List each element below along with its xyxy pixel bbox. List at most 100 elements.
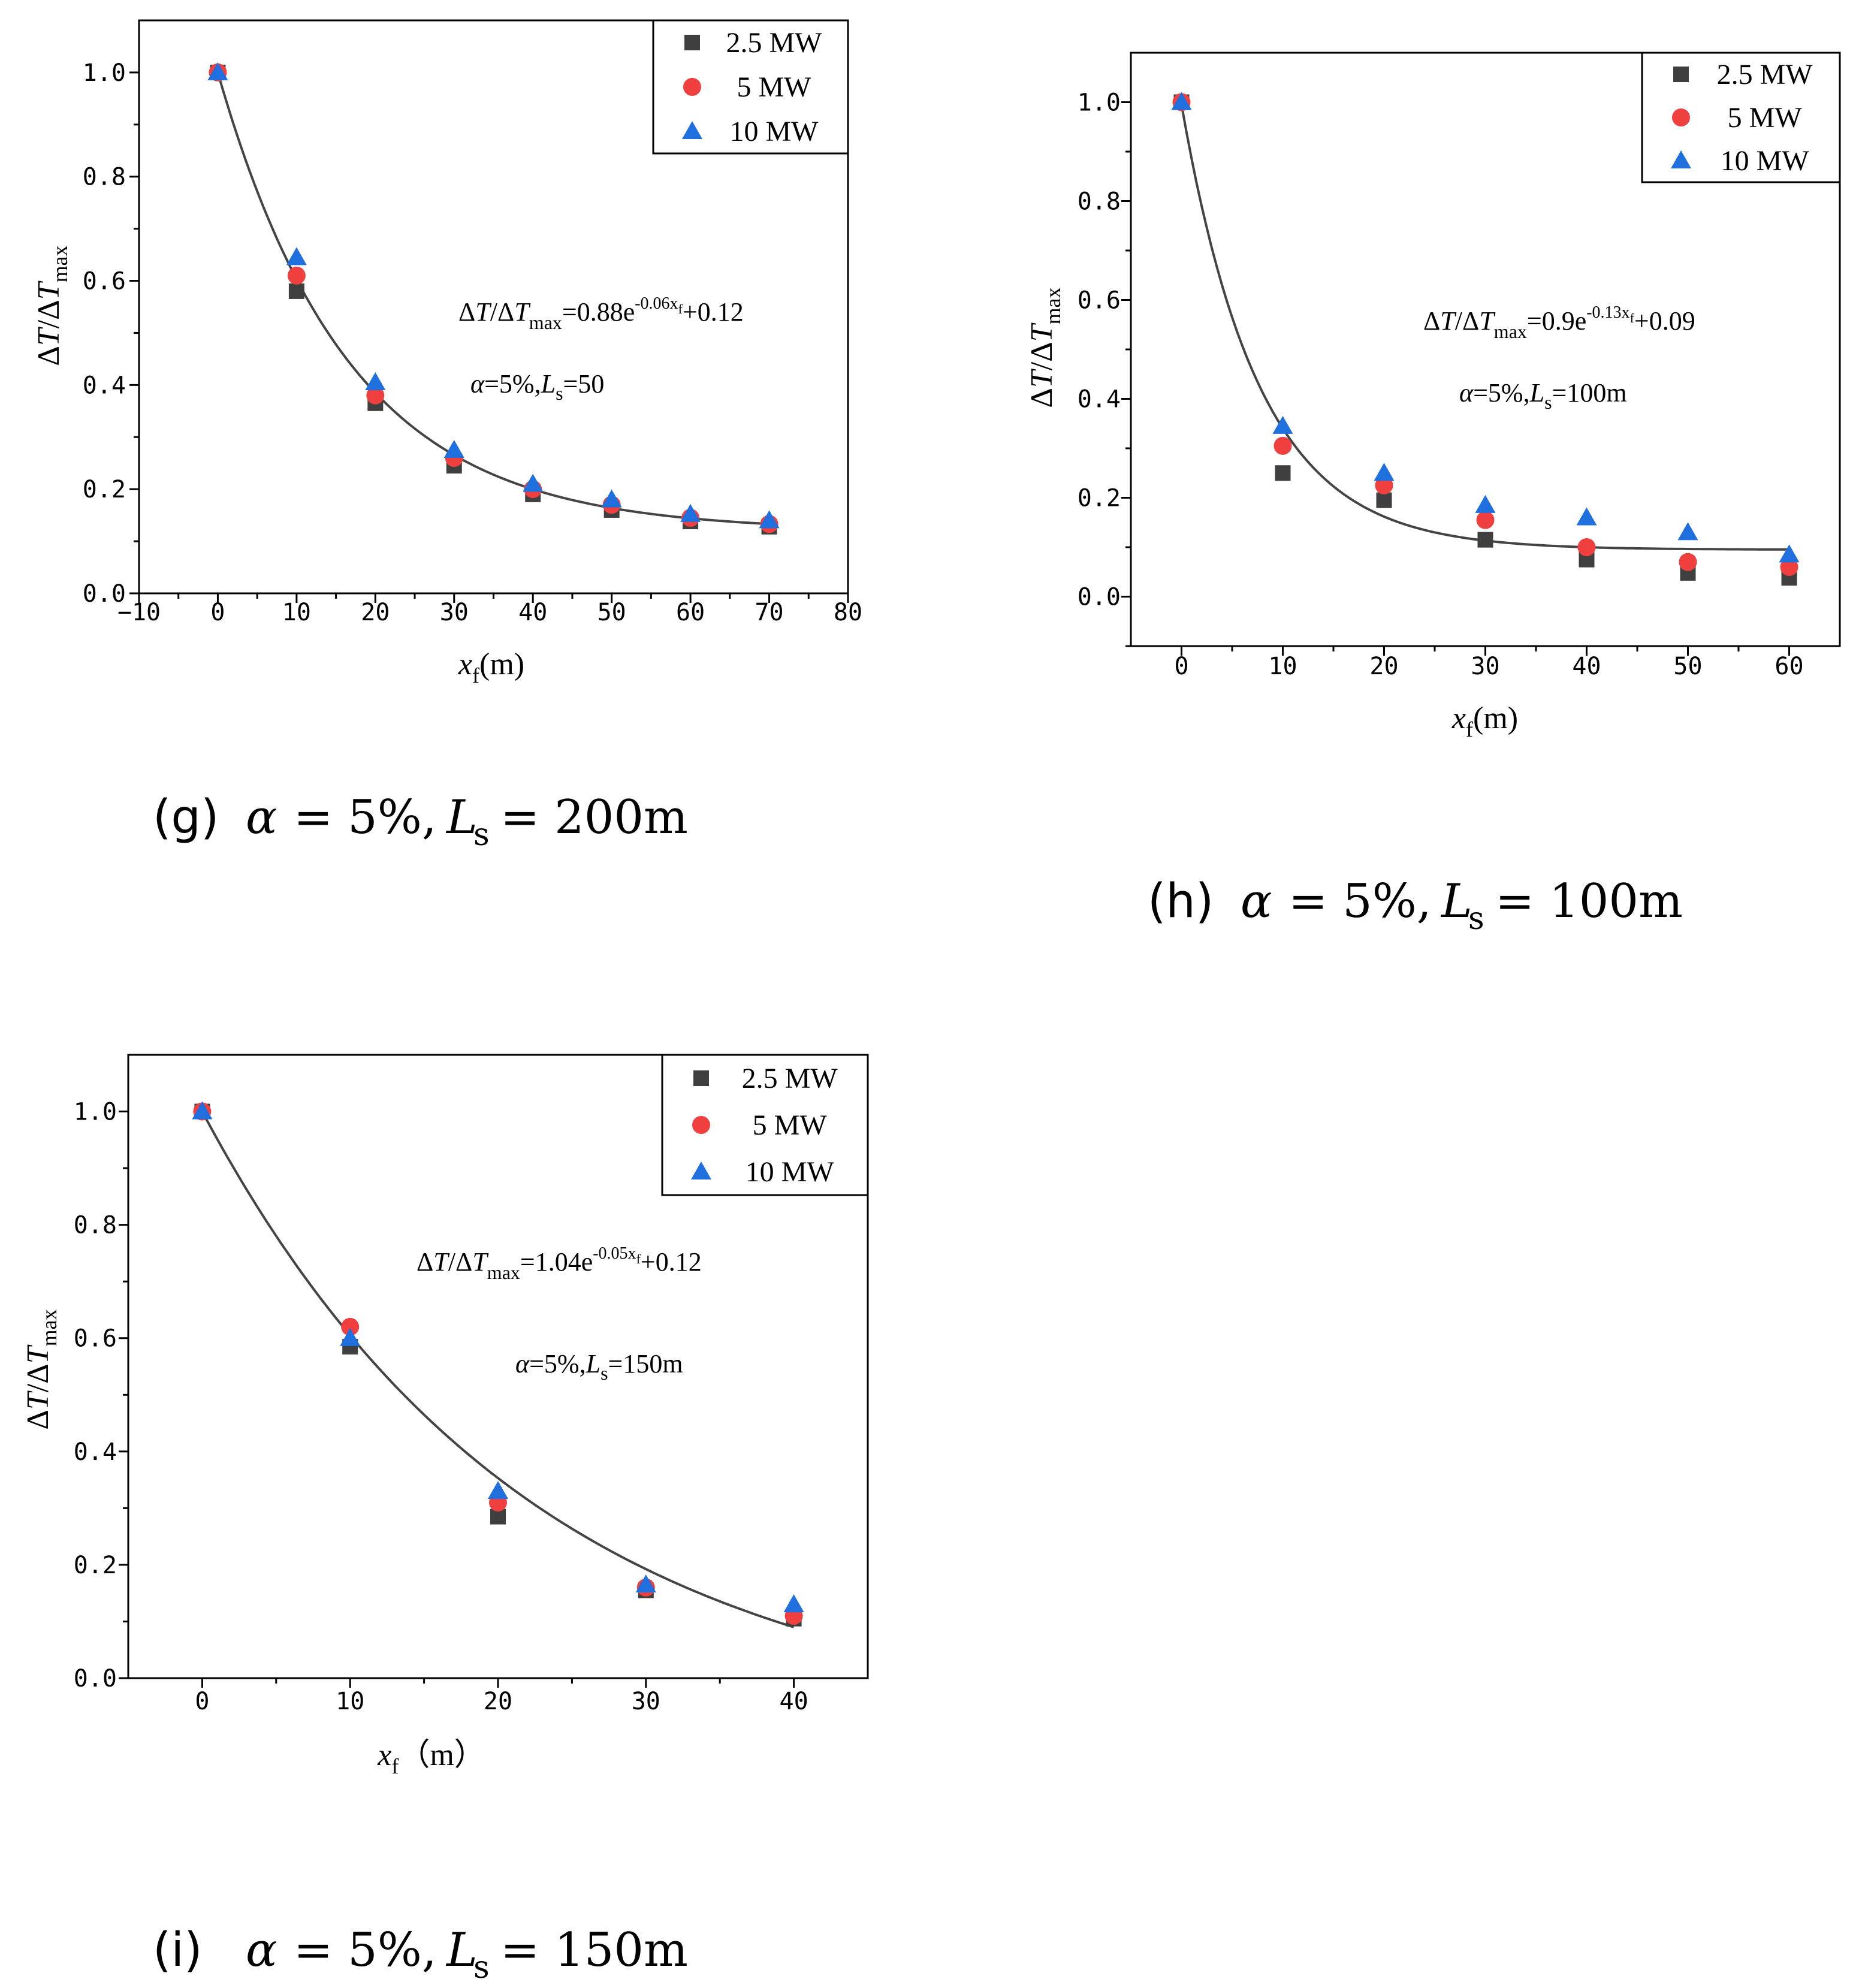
legend-marker-circle [1672,108,1690,126]
x-tick-label: 40 [518,599,547,626]
x-tick-label: 30 [1471,653,1499,680]
data-point-10mw [1475,494,1496,513]
data-point-10mw [286,247,307,266]
y-tick-label: 0.0 [83,580,126,608]
y-tick-label: 0.2 [1078,485,1121,512]
y-tick-label: 0.8 [83,164,126,191]
legend-label: 5 MW [753,1109,828,1141]
data-point-10mw [601,489,622,508]
data-point-10mw [1779,544,1800,563]
data-point-10mw [1374,463,1395,481]
y-axis-label: ΔT/ΔTmax [32,245,72,366]
data-point-2-5mw [1376,492,1392,508]
x-tick-label: 70 [755,599,783,626]
y-tick-label: 0.2 [83,476,126,503]
x-tick-label: 20 [361,599,390,626]
y-tick-label: 0.6 [83,268,126,295]
data-point-5mw [1476,511,1495,529]
data-point-10mw [207,62,228,80]
data-point-10mw [759,510,780,529]
data-point-5mw [341,1317,360,1336]
legend-label: 10 MW [746,1156,835,1188]
y-tick-label: 0.8 [74,1212,117,1239]
data-point-10mw [1677,522,1698,541]
data-point-5mw [1780,558,1798,576]
legend-marker-square [693,1070,709,1086]
y-tick-label: 0.0 [74,1665,117,1693]
caption-h-sub: s [1468,901,1484,937]
y-axis-label: ΔT/ΔTmax [21,1309,61,1429]
x-tick-label: 20 [1369,653,1398,680]
legend-marker-triangle [691,1162,711,1179]
y-tick-label: 1.0 [74,1099,117,1126]
caption-i-eq2: = 150m [500,1923,688,1977]
caption-g-L: L [445,791,478,844]
data-point-10mw [1272,415,1293,434]
legend-label: 2.5 MW [726,27,823,59]
legend-label: 10 MW [1721,145,1810,177]
legend-marker-triangle [1671,150,1691,168]
y-tick-label: 1.0 [83,59,126,87]
x-tick-label: 30 [632,1688,660,1715]
x-axis-label: xf（m） [377,1738,485,1778]
caption-h: (h) α = 5%, L s = 100m [1148,874,1683,937]
x-tick-label: 80 [834,599,862,626]
data-point-10mw [192,1101,213,1120]
chart-panel-i: 0 10 20 30 40 0.0 0.2 0.4 0.6 0.8 1.0 2.5 MW 5 MW 10 … [21,1054,869,1778]
data-point-10mw [635,1574,656,1592]
x-tick-label: 0 [195,1688,209,1715]
caption-h-eq1: = 5%, [1288,874,1432,928]
x-tick-label: 0 [210,599,225,626]
legend-marker-triangle [682,121,702,139]
data-point-10mw [1171,92,1192,110]
data-point-2-5mw [1477,532,1493,548]
fit-curve [201,1111,795,1628]
caption-g-label: (g) [153,791,219,844]
legend-marker-square [1673,67,1689,82]
caption-i-sub: s [473,1950,490,1986]
caption-g-eq1: = 5%, [294,791,437,844]
data-point-5mw [1273,436,1292,455]
x-tick-label: −10 [117,599,161,626]
caption-g-alpha: α [246,791,277,844]
caption-g-eq2: = 200m [500,791,688,844]
data-point-10mw [783,1594,804,1613]
legend-label: 2.5 MW [742,1063,838,1094]
x-tick-label: 10 [336,1688,364,1715]
y-tick-label: 0.4 [1078,386,1121,414]
data-point-10mw [680,503,701,522]
y-tick-label: 0.0 [1078,584,1121,611]
data-point-5mw [1375,476,1393,494]
x-tick-label: 50 [597,599,626,626]
fit-equation: ΔT/ΔTmax=0.9e-0.13xf+0.09 [1423,303,1695,342]
data-point-10mw [1576,507,1597,526]
fit-equation: ΔT/ΔTmax=0.88e-0.06xf+0.12 [458,294,744,333]
x-axis-label: xf(m) [1451,701,1518,741]
y-tick-label: 0.4 [83,372,126,399]
caption-i: (i) α = 5%, L s = 150m [153,1923,688,1986]
legend-label: 5 MW [1728,102,1803,134]
caption-i-label: (i) [153,1923,203,1977]
x-tick-label: 10 [282,599,311,626]
y-tick-label: 1.0 [1078,89,1121,117]
caption-i-alpha: α [246,1923,277,1977]
data-point-10mw [488,1481,508,1499]
caption-h-label: (h) [1148,874,1214,928]
x-tick-label: 40 [780,1688,808,1715]
data-point-5mw [287,266,306,285]
y-tick-label: 0.6 [74,1325,117,1353]
condition-label: α=5%,Ls=50 [470,369,604,404]
data-point-5mw [366,386,385,405]
x-tick-label: 10 [1268,653,1297,680]
caption-i-eq1: = 5%, [294,1923,437,1977]
fit-equation: ΔT/ΔTmax=1.04e-0.05xf+0.12 [417,1244,702,1283]
x-tick-label: 40 [1572,653,1601,680]
x-tick-label: 0 [1174,653,1188,680]
chart-panel-g: −10 0 10 20 30 40 50 60 70 80 0.0 0.2 0.4 0.6 0.8 1.0 2.… [32,19,862,687]
x-tick-label: 30 [440,599,469,626]
y-axis-label: ΔT/ΔTmax [1025,287,1065,408]
legend-label: 10 MW [730,116,819,147]
data-point-10mw [443,440,464,458]
caption-g: (g) α = 5%, L s = 200m [153,791,688,853]
